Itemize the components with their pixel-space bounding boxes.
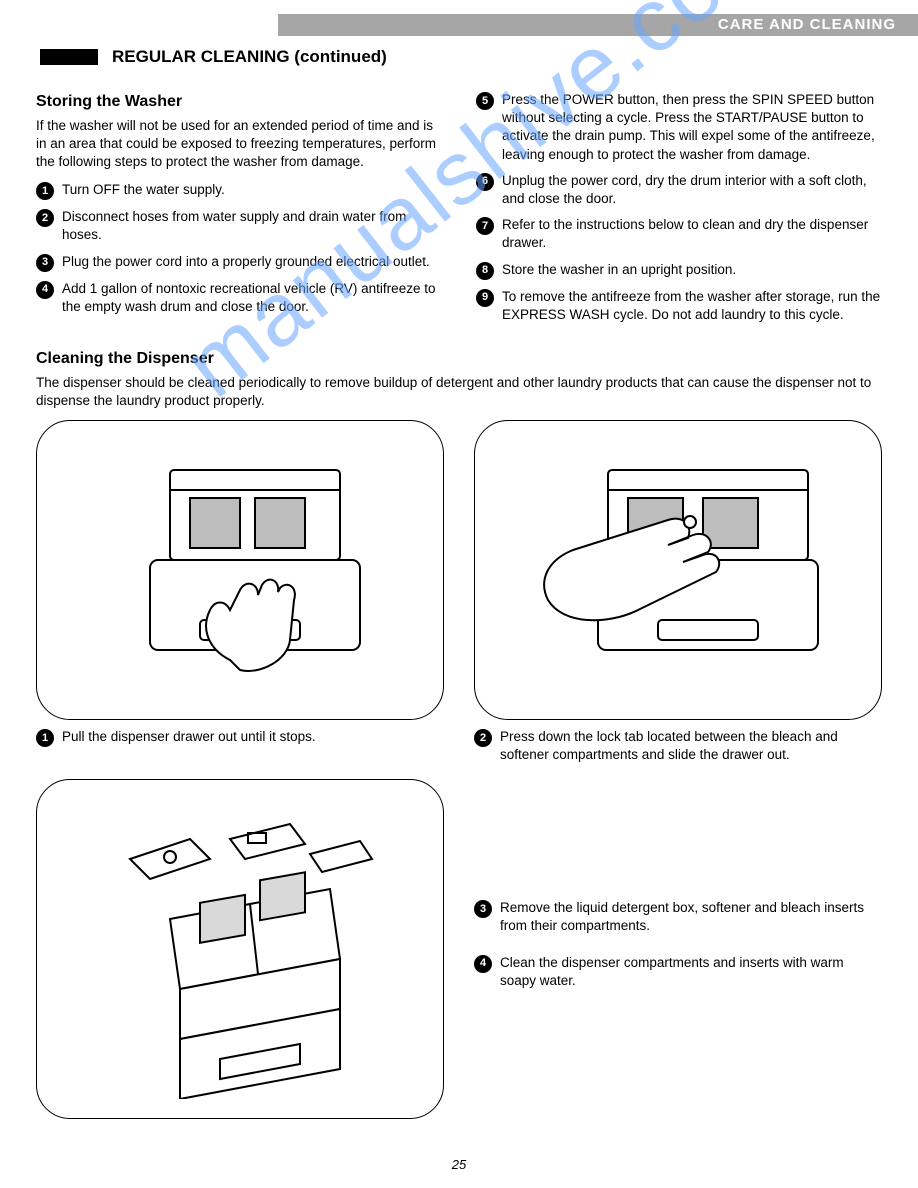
right-column: 5 Press the POWER button, then press the…: [476, 91, 882, 332]
figure-3-steps: 3 Remove the liquid detergent box, softe…: [474, 779, 882, 1119]
left-column: Storing the Washer If the washer will no…: [36, 91, 442, 332]
step-text: Clean the dispenser compartments and ins…: [500, 954, 882, 990]
dispenser-intro: The dispenser should be cleaned periodic…: [36, 374, 882, 410]
storing-columns: Storing the Washer If the washer will no…: [36, 91, 882, 332]
figure-1-col: 1 Pull the dispenser drawer out until it…: [36, 420, 444, 764]
step-badge: 4: [474, 955, 492, 973]
dispenser-tab-illustration: [518, 450, 838, 690]
step-text: Press the POWER button, then press the S…: [502, 91, 882, 164]
step-badge: 3: [36, 254, 54, 272]
step-9: 9 To remove the antifreeze from the wash…: [476, 288, 882, 324]
figure-row-1: 1 Pull the dispenser drawer out until it…: [36, 420, 882, 764]
section-title: REGULAR CLEANING (continued): [112, 46, 387, 69]
step-4: 4 Add 1 gallon of nontoxic recreational …: [36, 280, 442, 316]
figure-1-caption: 1 Pull the dispenser drawer out until it…: [36, 728, 444, 747]
step-text: Turn OFF the water supply.: [62, 181, 442, 199]
dispenser-pull-illustration: [90, 450, 390, 690]
step-8: 8 Store the washer in an upright positio…: [476, 261, 882, 280]
step-6: 6 Unplug the power cord, dry the drum in…: [476, 172, 882, 208]
step-badge: 2: [36, 209, 54, 227]
storing-intro: If the washer will not be used for an ex…: [36, 117, 442, 172]
dispenser-parts-illustration: [80, 799, 400, 1099]
step-badge: 2: [474, 729, 492, 747]
step-text: Unplug the power cord, dry the drum inte…: [502, 172, 882, 208]
page-number: 25: [0, 1156, 918, 1174]
step-text: To remove the antifreeze from the washer…: [502, 288, 882, 324]
figure-2-col: 2 Press down the lock tab located betwee…: [474, 420, 882, 764]
step-text: Remove the liquid detergent box, softene…: [500, 899, 882, 935]
step-text: Add 1 gallon of nontoxic recreational ve…: [62, 280, 442, 316]
step-text: Refer to the instructions below to clean…: [502, 216, 882, 252]
step-text: Plug the power cord into a properly grou…: [62, 253, 442, 271]
caption-text: Press down the lock tab located between …: [500, 728, 882, 764]
step-2: 2 Disconnect hoses from water supply and…: [36, 208, 442, 244]
step-badge: 9: [476, 289, 494, 307]
figure-row-2: 3 Remove the liquid detergent box, softe…: [36, 779, 882, 1119]
step-1: 1 Turn OFF the water supply.: [36, 181, 442, 200]
dispenser-heading: Cleaning the Dispenser: [36, 348, 882, 370]
step-text: Disconnect hoses from water supply and d…: [62, 208, 442, 244]
step-d4: 4 Clean the dispenser compartments and i…: [474, 954, 882, 990]
step-badge: 6: [476, 173, 494, 191]
figure-1: [36, 420, 444, 720]
figure-2: [474, 420, 882, 720]
step-badge: 4: [36, 281, 54, 299]
step-7: 7 Refer to the instructions below to cle…: [476, 216, 882, 252]
dispenser-section: Cleaning the Dispenser The dispenser sho…: [36, 348, 882, 1118]
caption-text: Pull the dispenser drawer out until it s…: [62, 728, 316, 746]
step-badge: 1: [36, 182, 54, 200]
step-badge: 1: [36, 729, 54, 747]
figure-2-caption: 2 Press down the lock tab located betwee…: [474, 728, 882, 764]
figure-3: [36, 779, 444, 1119]
step-5: 5 Press the POWER button, then press the…: [476, 91, 882, 164]
step-badge: 8: [476, 262, 494, 280]
step-text: Store the washer in an upright position.: [502, 261, 882, 279]
section-title-row: REGULAR CLEANING (continued): [40, 46, 882, 69]
storing-heading: Storing the Washer: [36, 91, 442, 113]
figure-3-col: [36, 779, 444, 1119]
title-marker: [40, 49, 98, 65]
step-badge: 7: [476, 217, 494, 235]
step-3: 3 Plug the power cord into a properly gr…: [36, 253, 442, 272]
step-badge: 3: [474, 900, 492, 918]
step-badge: 5: [476, 92, 494, 110]
step-d3: 3 Remove the liquid detergent box, softe…: [474, 899, 882, 935]
header-bar: CARE AND CLEANING: [278, 14, 918, 36]
